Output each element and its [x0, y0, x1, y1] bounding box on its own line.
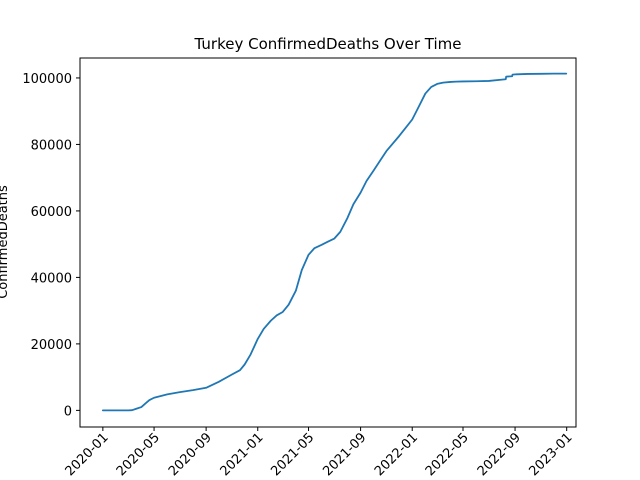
y-tick-label: 60000 — [31, 205, 72, 220]
chart-title: Turkey ConfirmedDeaths Over Time — [194, 35, 462, 53]
y-axis-ticks: 0 20000 40000 60000 80000 100000 — [22, 72, 80, 419]
series-line-confirmed-deaths — [101, 72, 568, 412]
plot-frame — [79, 57, 577, 428]
y-tick-label: 20000 — [31, 338, 72, 353]
y-tick-label: 100000 — [22, 72, 72, 87]
y-tick-label: 80000 — [31, 138, 72, 153]
y-tick-label: 0 — [64, 404, 72, 419]
y-axis-label: ConfirmedDeaths — [0, 185, 11, 299]
y-tick-label: 40000 — [31, 271, 72, 286]
